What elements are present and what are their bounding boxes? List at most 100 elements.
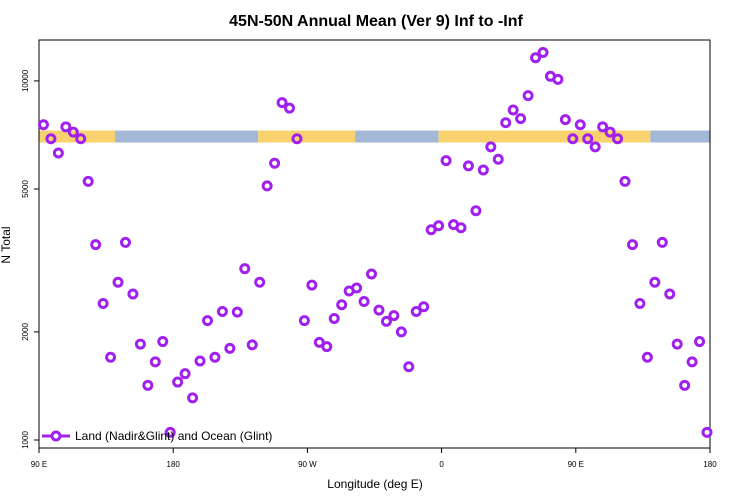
data-point [336,299,348,311]
data-point [701,426,713,438]
x-tick-label: 180 [703,460,717,469]
data-point [559,114,571,126]
data-point [127,288,139,300]
data-point [239,263,251,275]
data-point [694,336,706,348]
data-point [254,276,266,288]
data-point [149,356,161,368]
x-tick-label: 90 W [298,460,317,469]
data-point [90,239,102,251]
data-point [298,315,310,327]
data-points [37,46,713,438]
data-point [321,341,333,353]
data-point [500,117,512,129]
data-point [224,342,236,354]
data-point [261,180,273,192]
data-point [589,141,601,153]
data-point [410,305,422,317]
data-point [82,175,94,187]
data-point [433,220,445,232]
data-point [664,288,676,300]
data-point [366,268,378,280]
y-tick-label: 5000 [21,180,30,198]
y-tick-label: 2000 [21,322,30,340]
data-point [269,157,281,169]
data-point [119,236,131,248]
x-tick-label: 180 [167,460,181,469]
x-axis-ticks: 90 E 180 90 W 0 90 E 180 [31,448,717,469]
data-point [612,133,624,145]
x-axis-label: Longitude (deg E) [327,477,422,491]
data-point [231,306,243,318]
legend: Land (Nadir&Glint) and Ocean (Glint) [42,429,272,443]
data-point [276,97,288,109]
data-point [604,126,616,138]
data-point [67,126,79,138]
y-tick-label: 1000 [21,431,30,449]
data-point [209,351,221,363]
strip-segment-land [258,130,356,143]
data-point [194,355,206,367]
data-point [306,279,318,291]
data-point [291,133,303,145]
x-tick-label: 90 E [31,460,47,469]
data-point [470,205,482,217]
data-point [515,113,527,125]
data-point [597,121,609,133]
data-point [522,90,534,102]
data-point [373,304,385,316]
data-point [172,376,184,388]
data-point [574,119,586,131]
data-point [37,119,49,131]
strip-segment-ocean [650,130,710,143]
data-point [157,336,169,348]
data-point [537,46,549,58]
data-point [246,339,258,351]
data-point [671,338,683,350]
data-point [351,282,363,294]
data-point [164,426,176,438]
data-point [641,351,653,363]
data-point [477,164,489,176]
land-ocean-strip [39,130,710,143]
data-point [395,326,407,338]
data-point [634,297,646,309]
data-point [328,312,340,324]
data-point [567,133,579,145]
data-point [656,236,668,248]
data-point [418,301,430,313]
data-point [52,147,64,159]
data-point [388,310,400,322]
data-point [462,160,474,172]
data-point [619,175,631,187]
data-point [440,155,452,167]
data-point [530,52,542,64]
data-point [179,368,191,380]
data-point [216,305,228,317]
data-point [679,379,691,391]
data-point [358,296,370,308]
chart-title: 45N-50N Annual Mean (Ver 9) Inf to -Inf [229,13,523,30]
data-point [187,392,199,404]
data-point [75,133,87,145]
data-point [201,315,213,327]
strip-segment-ocean [115,130,259,143]
y-axis-label: N Total [0,226,13,263]
data-point [142,379,154,391]
data-point [97,297,109,309]
data-point [134,338,146,350]
data-point [380,315,392,327]
x-tick-label: 90 E [568,460,584,469]
plot-area [38,39,711,449]
x-tick-label: 0 [439,460,444,469]
data-point [686,356,698,368]
data-point [105,351,117,363]
data-point [492,153,504,165]
data-point [582,133,594,145]
legend-label: Land (Nadir&Glint) and Ocean (Glint) [75,429,272,443]
y-axis-ticks: 1000 2000 5000 10000 [21,69,39,449]
data-point [112,276,124,288]
data-point [455,222,467,234]
y-tick-label: 10000 [21,69,30,92]
